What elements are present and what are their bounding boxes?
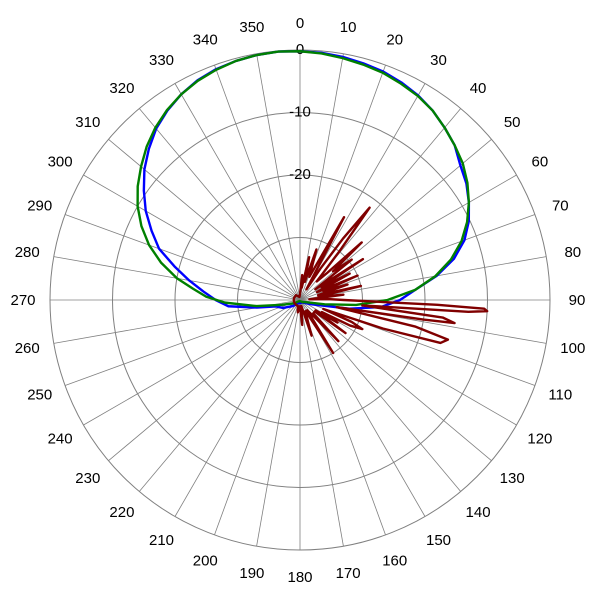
angle-tick-label: 190 xyxy=(239,565,264,582)
angle-spoke xyxy=(299,299,492,462)
radial-tick-labels: 0 -10 -20 xyxy=(289,41,311,183)
angle-tick-label: 170 xyxy=(336,565,361,582)
angle-spoke xyxy=(256,299,301,547)
angle-tick-label: 10 xyxy=(340,19,357,36)
angle-tick-label: 350 xyxy=(239,19,264,36)
angle-tick-label: 140 xyxy=(466,504,491,521)
angle-tick-label: 310 xyxy=(75,114,100,131)
angle-tick-label: 50 xyxy=(504,114,521,131)
radial-tick-label: 0 xyxy=(296,41,304,58)
angle-tick-label: 150 xyxy=(426,532,451,549)
angle-tick-label: 70 xyxy=(552,197,569,214)
angle-tick-label: 60 xyxy=(532,154,549,171)
angle-spoke xyxy=(138,299,301,492)
angle-spoke xyxy=(108,138,301,301)
radial-tick-label: -20 xyxy=(289,166,311,183)
angle-tick-label: 210 xyxy=(149,532,174,549)
angle-spoke xyxy=(83,299,301,426)
angle-spoke xyxy=(174,83,301,301)
angle-tick-label: 20 xyxy=(386,32,403,49)
angle-tick-label: 340 xyxy=(193,32,218,49)
angle-tick-label: 180 xyxy=(287,569,312,586)
angle-spoke xyxy=(83,174,301,301)
angle-tick-label: 220 xyxy=(109,504,134,521)
angle-spoke xyxy=(299,53,344,301)
angle-tick-label: 120 xyxy=(527,431,552,448)
series-layer xyxy=(136,50,489,355)
angle-tick-label: 130 xyxy=(500,470,525,487)
angle-spoke xyxy=(299,299,462,492)
angle-tick-label: 300 xyxy=(48,154,73,171)
angle-tick-label: 250 xyxy=(27,387,52,404)
angle-tick-label: 330 xyxy=(149,52,174,69)
angle-tick-label: 200 xyxy=(193,552,218,569)
angle-tick-label: 320 xyxy=(109,80,134,97)
angle-spoke xyxy=(174,299,301,517)
angle-tick-label: 160 xyxy=(382,552,407,569)
radial-tick-label: -10 xyxy=(289,104,311,121)
angle-tick-label: 110 xyxy=(548,387,572,404)
angle-tick-label: 90 xyxy=(569,292,586,309)
angle-tick-labels: 0 10 20 30 40 50 60 70 80 90 100 110 120 130 140 150 160… xyxy=(10,15,585,586)
angle-tick-label: 0 xyxy=(296,15,304,32)
angle-spoke xyxy=(214,64,301,301)
series-line-1 xyxy=(136,50,471,308)
angle-tick-label: 30 xyxy=(430,52,447,69)
angle-tick-label: 240 xyxy=(48,431,73,448)
angle-tick-label: 40 xyxy=(470,80,487,97)
angle-tick-label: 230 xyxy=(75,470,100,487)
angle-spoke xyxy=(256,53,301,301)
angle-tick-label: 80 xyxy=(564,244,581,261)
angle-tick-label: 280 xyxy=(15,244,40,261)
angle-spoke xyxy=(299,299,344,547)
angle-spoke xyxy=(214,299,301,536)
angle-spoke xyxy=(64,214,301,301)
series-line-2 xyxy=(292,206,489,355)
angle-spoke xyxy=(64,299,301,386)
angle-spoke xyxy=(299,299,386,536)
angle-spoke xyxy=(138,108,301,301)
angle-tick-label: 270 xyxy=(10,292,35,309)
angle-tick-label: 260 xyxy=(15,340,40,357)
angle-tick-label: 100 xyxy=(560,340,585,357)
angle-spoke xyxy=(108,299,301,462)
angle-tick-label: 290 xyxy=(27,197,52,214)
angle-spoke xyxy=(299,256,547,301)
